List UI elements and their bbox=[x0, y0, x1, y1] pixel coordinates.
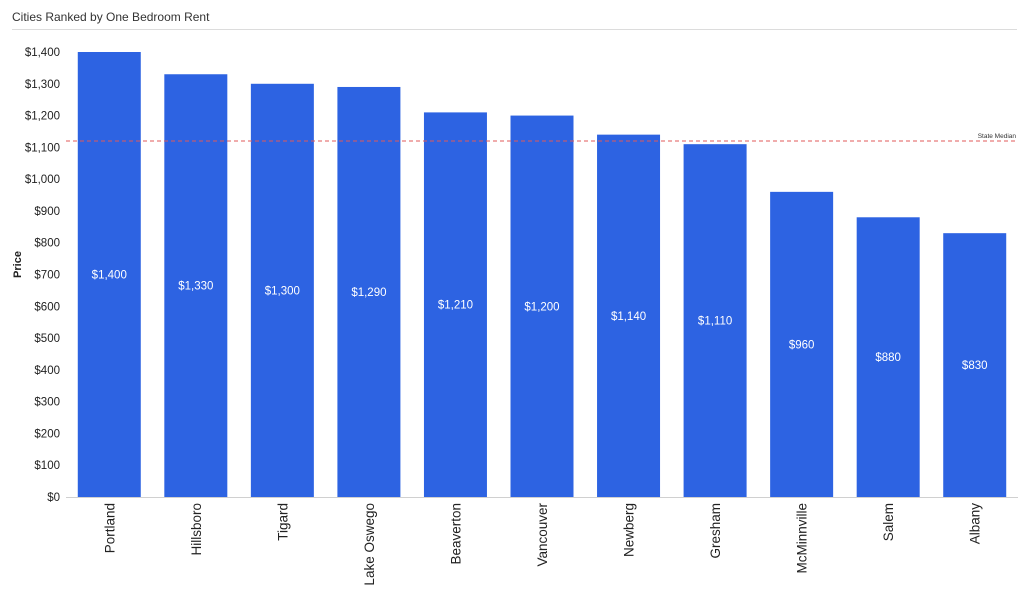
bar-value-label: $1,140 bbox=[611, 311, 646, 323]
bar bbox=[856, 217, 920, 498]
bar bbox=[510, 115, 574, 498]
y-tick-label: $700 bbox=[34, 270, 60, 282]
y-tick-label: $1,300 bbox=[25, 79, 60, 91]
x-category-label: Tigard bbox=[275, 503, 290, 541]
x-category-label: Salem bbox=[881, 503, 896, 541]
x-category-label: Gresham bbox=[708, 503, 723, 559]
x-category-label: Newberg bbox=[622, 503, 637, 557]
y-tick-label: $0 bbox=[47, 492, 60, 504]
x-category-label: Hillsboro bbox=[189, 503, 204, 556]
bar-value-label: $1,330 bbox=[178, 281, 213, 293]
bars-group: $1,400 $1,330 $1,300 $1,290 $1,210 $1,200 $1,1… bbox=[77, 52, 1007, 498]
bar bbox=[423, 112, 487, 498]
y-axis-label: Price bbox=[12, 251, 24, 278]
bar-value-label: $1,290 bbox=[351, 287, 386, 299]
bar-value-label: $960 bbox=[789, 339, 815, 351]
x-category-label: Portland bbox=[102, 503, 117, 553]
y-tick-label: $1,400 bbox=[25, 47, 60, 59]
bar-value-label: $880 bbox=[875, 352, 901, 364]
bar-value-label: $1,400 bbox=[92, 270, 127, 282]
reference-line-group: State Median bbox=[66, 133, 1018, 142]
bar-value-label: $1,210 bbox=[438, 300, 473, 312]
y-tick-label: $300 bbox=[34, 397, 60, 409]
x-category-label: Lake Oswego bbox=[362, 503, 377, 586]
state-median-label: State Median bbox=[978, 133, 1017, 140]
y-axis: $0 $100 $200 $300 $400 $500 $600 $700 $800 $900 $1… bbox=[25, 47, 60, 504]
y-tick-label: $600 bbox=[34, 301, 60, 313]
bar bbox=[683, 144, 747, 497]
y-tick-label: $1,200 bbox=[25, 111, 60, 123]
chart-title: Cities Ranked by One Bedroom Rent bbox=[12, 10, 210, 24]
bar bbox=[943, 233, 1007, 497]
title-divider bbox=[12, 29, 1017, 30]
y-tick-label: $200 bbox=[34, 428, 60, 440]
bar bbox=[77, 52, 141, 497]
y-tick-label: $800 bbox=[34, 238, 60, 250]
x-category-label: Beaverton bbox=[448, 503, 463, 565]
y-tick-label: $400 bbox=[34, 365, 60, 377]
y-tick-label: $100 bbox=[34, 460, 60, 472]
bar-value-label: $1,300 bbox=[265, 285, 300, 297]
x-category-label: Albany bbox=[968, 503, 983, 545]
y-tick-label: $1,000 bbox=[25, 174, 60, 186]
x-category-label: Vancouver bbox=[535, 503, 550, 567]
bar-value-label: $1,200 bbox=[524, 301, 559, 313]
bar bbox=[250, 83, 314, 498]
y-tick-label: $900 bbox=[34, 206, 60, 218]
y-tick-label: $500 bbox=[34, 333, 60, 345]
bar-value-label: $1,110 bbox=[698, 316, 732, 328]
bar bbox=[164, 74, 228, 497]
y-tick-label: $1,100 bbox=[25, 142, 60, 154]
bar bbox=[597, 134, 661, 497]
bar-value-label: $830 bbox=[962, 360, 988, 372]
x-axis: Portland Hillsboro Tigard Lake Oswego Beaver… bbox=[66, 497, 1018, 586]
x-category-label: McMinnville bbox=[795, 503, 810, 574]
bar bbox=[770, 191, 834, 497]
bar bbox=[337, 86, 401, 497]
